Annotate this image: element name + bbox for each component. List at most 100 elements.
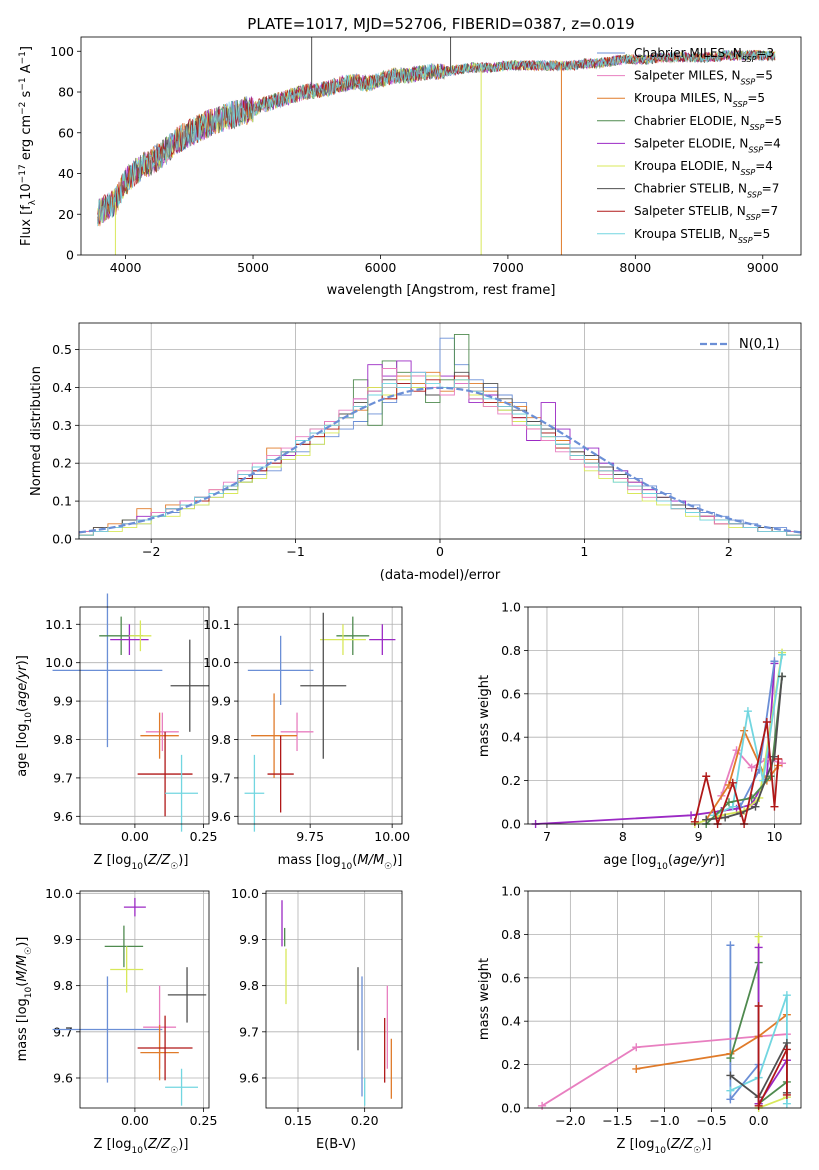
legend-label: Salpeter STELIB, NSSP=7 xyxy=(634,204,778,222)
weight-vs-Z-xtick-label: 0.0 xyxy=(749,1113,769,1128)
mass-vs-Z-ytick-label: 9.9 xyxy=(53,932,73,947)
weight-marker xyxy=(747,763,756,772)
age-vs-Z-xtick-label: 0.25 xyxy=(190,829,218,844)
weight-vs-Z-ytick-label: 0.0 xyxy=(501,1101,521,1116)
mass-vs-ebv-xlabel: E(B-V) xyxy=(316,1137,356,1152)
weight-vs-z-frame xyxy=(527,890,802,1109)
weight-marker xyxy=(762,718,771,727)
age-vs-mass-ytick-label: 9.7 xyxy=(211,770,231,785)
weight-vs-Z-xtick-label: −2.0 xyxy=(555,1113,585,1128)
residuals-ytick-label: 0.2 xyxy=(52,456,72,471)
weight-vs-age-xtick-label: 10 xyxy=(767,829,783,844)
mass-vs-Z-xtick-label: 0.00 xyxy=(121,1113,149,1128)
legend-label: Kroupa STELIB, NSSP=5 xyxy=(634,227,770,245)
age-vs-z-panel: 0.00 0.25 9.6 9.7 9.8 9.9 10.0 10.1 Z [log10(Z/… xyxy=(15,593,218,872)
spectrum-line xyxy=(97,49,776,227)
weight-marker xyxy=(782,1045,791,1054)
mass-vs-z-ylabel: mass [log10(M/M☉)] xyxy=(15,937,34,1062)
weight-marker xyxy=(687,811,696,820)
spectrum-frame xyxy=(80,36,802,256)
weight-vs-Z-ytick-label: 1.0 xyxy=(501,884,521,899)
weight-vs-Z-xtick-label: −1.0 xyxy=(649,1113,679,1128)
residuals-xtick-label: −2 xyxy=(142,544,160,559)
mass-vs-ebv-frame xyxy=(265,890,403,1109)
weight-vs-z-xlabel: Z [log10(Z/Z☉)] xyxy=(617,1137,712,1156)
age-vs-Z-ytick-label: 9.6 xyxy=(53,809,73,824)
weight-marker xyxy=(754,932,763,941)
age-vs-Z-ytick-label: 10.0 xyxy=(45,655,73,670)
weight-marker xyxy=(751,802,760,811)
mass-vs-z-panel: 0.00 0.25 9.6 9.7 9.8 9.9 10.0 Z [log10(Z/Z☉)]… xyxy=(15,886,217,1156)
weight-marker xyxy=(726,1095,735,1104)
age-vs-Z-ytick-label: 9.9 xyxy=(53,694,73,709)
mass-vs-ebv-plot-area: 0.15 0.20 9.6 9.7 9.8 9.9 10.0 xyxy=(231,886,402,1128)
spectrum-ytick-label: 40 xyxy=(58,166,74,181)
mass-vs-Z-ytick-label: 9.7 xyxy=(53,1024,73,1039)
spectrum-ytick-label: 80 xyxy=(58,85,74,100)
spectrum-ytick-label: 60 xyxy=(58,125,74,140)
residual-legend: N(0,1) xyxy=(700,337,780,352)
mass-vs-Z-ytick-label: 9.6 xyxy=(53,1070,73,1085)
weight-marker xyxy=(702,772,711,781)
normal-curve xyxy=(78,386,802,534)
weight-marker xyxy=(754,943,763,952)
age-vs-Z-ytick-label: 10.1 xyxy=(45,617,73,632)
age-vs-mass-ytick-label: 10.1 xyxy=(203,617,231,632)
weight-vs-Z-xtick-label: −0.5 xyxy=(696,1113,726,1128)
weight-marker xyxy=(726,941,735,950)
weight-marker xyxy=(782,1090,791,1099)
mass-vs-ebv-ytick-label: 10.0 xyxy=(231,886,259,901)
spectrum-ytick-label: 100 xyxy=(50,44,74,59)
spectrum-xtick-label: 5000 xyxy=(237,260,269,275)
residuals-xtick-label: 2 xyxy=(725,544,733,559)
weight-vs-Z-xtick-label: −1.5 xyxy=(602,1113,632,1128)
spectrum-ytick-label: 0 xyxy=(66,248,74,263)
mass-vs-ebv-panel: 0.15 0.20 9.6 9.7 9.8 9.9 10.0 E(B-V) xyxy=(231,886,403,1152)
residuals-ytick-label: 0.3 xyxy=(52,418,72,433)
mass-vs-ebv-xtick-label: 0.20 xyxy=(351,1113,379,1128)
age-vs-mass-panel: 9.75 10.00 9.6 9.7 9.8 9.9 10.0 10.1 mass [log1… xyxy=(203,606,410,872)
residuals-xtick-label: 0 xyxy=(436,544,444,559)
weight-line xyxy=(757,1006,788,1107)
weight-vs-age-xtick-label: 8 xyxy=(619,829,627,844)
weight-vs-age-xtick-label: 7 xyxy=(543,829,551,844)
age-vs-z-ylabel: age [log10(age/yr)] xyxy=(15,655,34,777)
legend-label: Chabrier ELODIE, NSSP=5 xyxy=(634,114,782,132)
age-vs-mass-xtick-label: 10.00 xyxy=(374,829,410,844)
residuals-xtick-label: −1 xyxy=(286,544,304,559)
mass-vs-Z-xtick-label: 0.25 xyxy=(190,1113,218,1128)
weight-vs-age-ytick-label: 0.2 xyxy=(501,773,521,788)
weight-vs-age-xlabel: age [log10(age/yr)] xyxy=(603,853,725,872)
spectrum-ytick-label: 20 xyxy=(58,207,74,222)
residuals-ytick-label: 0.0 xyxy=(52,532,72,547)
age-vs-z-xlabel: Z [log10(Z/Z☉)] xyxy=(94,853,189,872)
mass-vs-Z-ytick-label: 10.0 xyxy=(45,886,73,901)
weight-marker xyxy=(743,707,752,716)
mass-vs-z-frame xyxy=(79,890,210,1109)
weight-vs-Z-ytick-label: 0.6 xyxy=(501,970,521,985)
spectrum-title: PLATE=1017, MJD=52706, FIBERID=0387, z=0… xyxy=(247,15,634,33)
weight-marker xyxy=(774,754,783,763)
residuals-ytick-label: 0.4 xyxy=(52,380,72,395)
spectrum-xtick-label: 6000 xyxy=(365,260,397,275)
spectrum-xtick-label: 9000 xyxy=(747,260,779,275)
weight-marker xyxy=(770,657,779,666)
weight-marker xyxy=(728,802,737,811)
age-vs-z-plot-area: 0.00 0.25 9.6 9.7 9.8 9.9 10.0 10.1 xyxy=(45,593,218,844)
legend-label: Chabrier STELIB, NSSP=7 xyxy=(634,182,779,200)
spectrum-xtick-label: 8000 xyxy=(619,260,651,275)
weight-marker xyxy=(726,1071,735,1080)
weight-marker xyxy=(538,1101,547,1110)
spectrum-plot-area: 4000 5000 6000 7000 8000 9000 0 20 40 60 80 100 xyxy=(50,37,779,275)
weight-marker xyxy=(782,991,791,1000)
weight-vs-Z-ytick-label: 0.2 xyxy=(501,1057,521,1072)
age-vs-Z-ytick-label: 9.8 xyxy=(53,732,73,747)
legend-label: Kroupa MILES, NSSP=5 xyxy=(634,91,765,109)
normal-legend-label: N(0,1) xyxy=(739,337,780,352)
spectrum-xlabel: wavelength [Angstrom, rest frame] xyxy=(327,283,556,298)
legend-label: Chabrier MILES, NSSP=3 xyxy=(634,46,774,64)
weight-line xyxy=(693,721,780,828)
age-vs-mass-ytick-label: 9.9 xyxy=(211,694,231,709)
weight-marker xyxy=(726,1086,735,1095)
weight-marker xyxy=(632,1043,641,1052)
